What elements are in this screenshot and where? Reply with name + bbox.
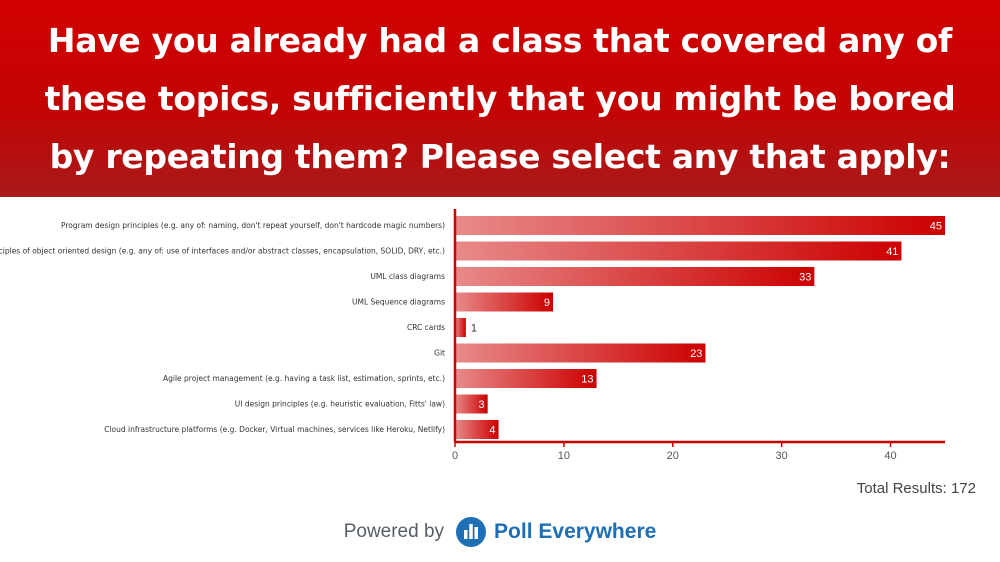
value-label-0: 45 <box>930 221 942 233</box>
bar-1 <box>455 241 902 261</box>
bar-4 <box>455 318 466 337</box>
brand-name: Poll Everywhere <box>494 520 657 543</box>
value-label-2: 33 <box>799 272 811 284</box>
header-banner: Have you already had a class that covere… <box>0 0 1000 197</box>
bar-2 <box>455 267 815 286</box>
category-label-1: Principles of object oriented design (e.… <box>0 247 445 256</box>
bar-8 <box>455 420 499 439</box>
category-label-7: UI design principles (e.g. heuristic eva… <box>235 400 445 409</box>
category-label-3: UML Sequence diagrams <box>352 298 445 307</box>
value-label-6: 13 <box>581 374 593 386</box>
bar-5 <box>455 343 706 363</box>
category-label-5: Git <box>434 349 445 358</box>
category-label-8: Cloud infrastructure platforms (e.g. Doc… <box>104 425 445 434</box>
value-label-5: 23 <box>690 348 702 360</box>
x-tick-label-3: 30 <box>776 450 788 462</box>
total-results-label: Total Results: <box>856 480 947 497</box>
category-label-6: Agile project management (e.g. having a … <box>163 374 445 383</box>
bar-7 <box>455 394 488 414</box>
category-label-4: CRC cards <box>407 323 445 332</box>
value-label-4: 1 <box>471 323 477 335</box>
total-results: Total Results: 172 <box>857 480 976 497</box>
bar-chart: Program design principles (e.g. any of: … <box>0 209 945 462</box>
value-label-8: 4 <box>489 425 495 437</box>
question-title: Have you already had a class that covere… <box>44 20 956 176</box>
value-label-1: 41 <box>886 246 898 258</box>
powered-by-text: Powered by <box>343 521 445 542</box>
value-label-3: 9 <box>544 297 550 309</box>
value-label-7: 3 <box>479 399 485 411</box>
poll-everywhere-logo-icon <box>456 517 487 547</box>
x-tick-label-2: 20 <box>667 450 679 462</box>
bar-3 <box>455 292 553 312</box>
x-tick-label-1: 10 <box>558 450 570 462</box>
x-tick-label-0: 0 <box>452 450 458 462</box>
total-results-value: 172 <box>950 480 976 497</box>
x-tick-label-4: 40 <box>884 450 896 462</box>
bar-6 <box>455 369 597 388</box>
category-label-2: UML class diagrams <box>370 272 445 281</box>
category-label-0: Program design principles (e.g. any of: … <box>61 221 445 230</box>
footer: Powered by Poll Everywhere <box>0 514 1000 550</box>
bar-0 <box>455 216 945 235</box>
